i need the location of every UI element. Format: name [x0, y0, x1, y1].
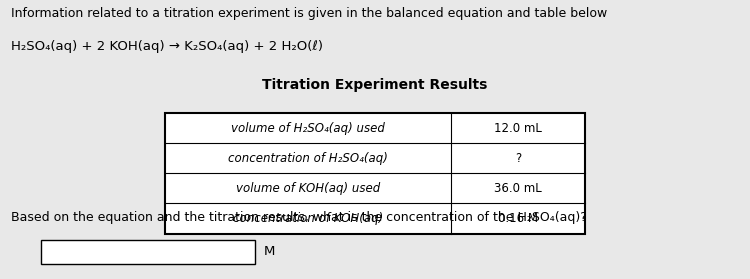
Text: M: M	[264, 245, 275, 258]
Text: ?: ?	[514, 152, 521, 165]
Text: concentration of KOH(aq): concentration of KOH(aq)	[232, 212, 383, 225]
Text: volume of H₂SO₄(aq) used: volume of H₂SO₄(aq) used	[231, 122, 385, 134]
Text: Based on the equation and the titration results, what is the concentration of th: Based on the equation and the titration …	[11, 211, 587, 224]
Text: H₂SO₄(aq) + 2 KOH(aq) → K₂SO₄(aq) + 2 H₂O(ℓ): H₂SO₄(aq) + 2 KOH(aq) → K₂SO₄(aq) + 2 H₂…	[11, 40, 323, 54]
Text: 0.16 M: 0.16 M	[498, 212, 538, 225]
Text: 36.0 mL: 36.0 mL	[494, 182, 542, 195]
Text: Titration Experiment Results: Titration Experiment Results	[262, 78, 488, 92]
Text: 12.0 mL: 12.0 mL	[494, 122, 542, 134]
Text: Information related to a titration experiment is given in the balanced equation : Information related to a titration exper…	[11, 7, 608, 20]
Text: volume of KOH(aq) used: volume of KOH(aq) used	[236, 182, 380, 195]
Text: concentration of H₂SO₄(aq): concentration of H₂SO₄(aq)	[228, 152, 388, 165]
Bar	[165, 113, 585, 234]
Bar	[41, 240, 255, 264]
